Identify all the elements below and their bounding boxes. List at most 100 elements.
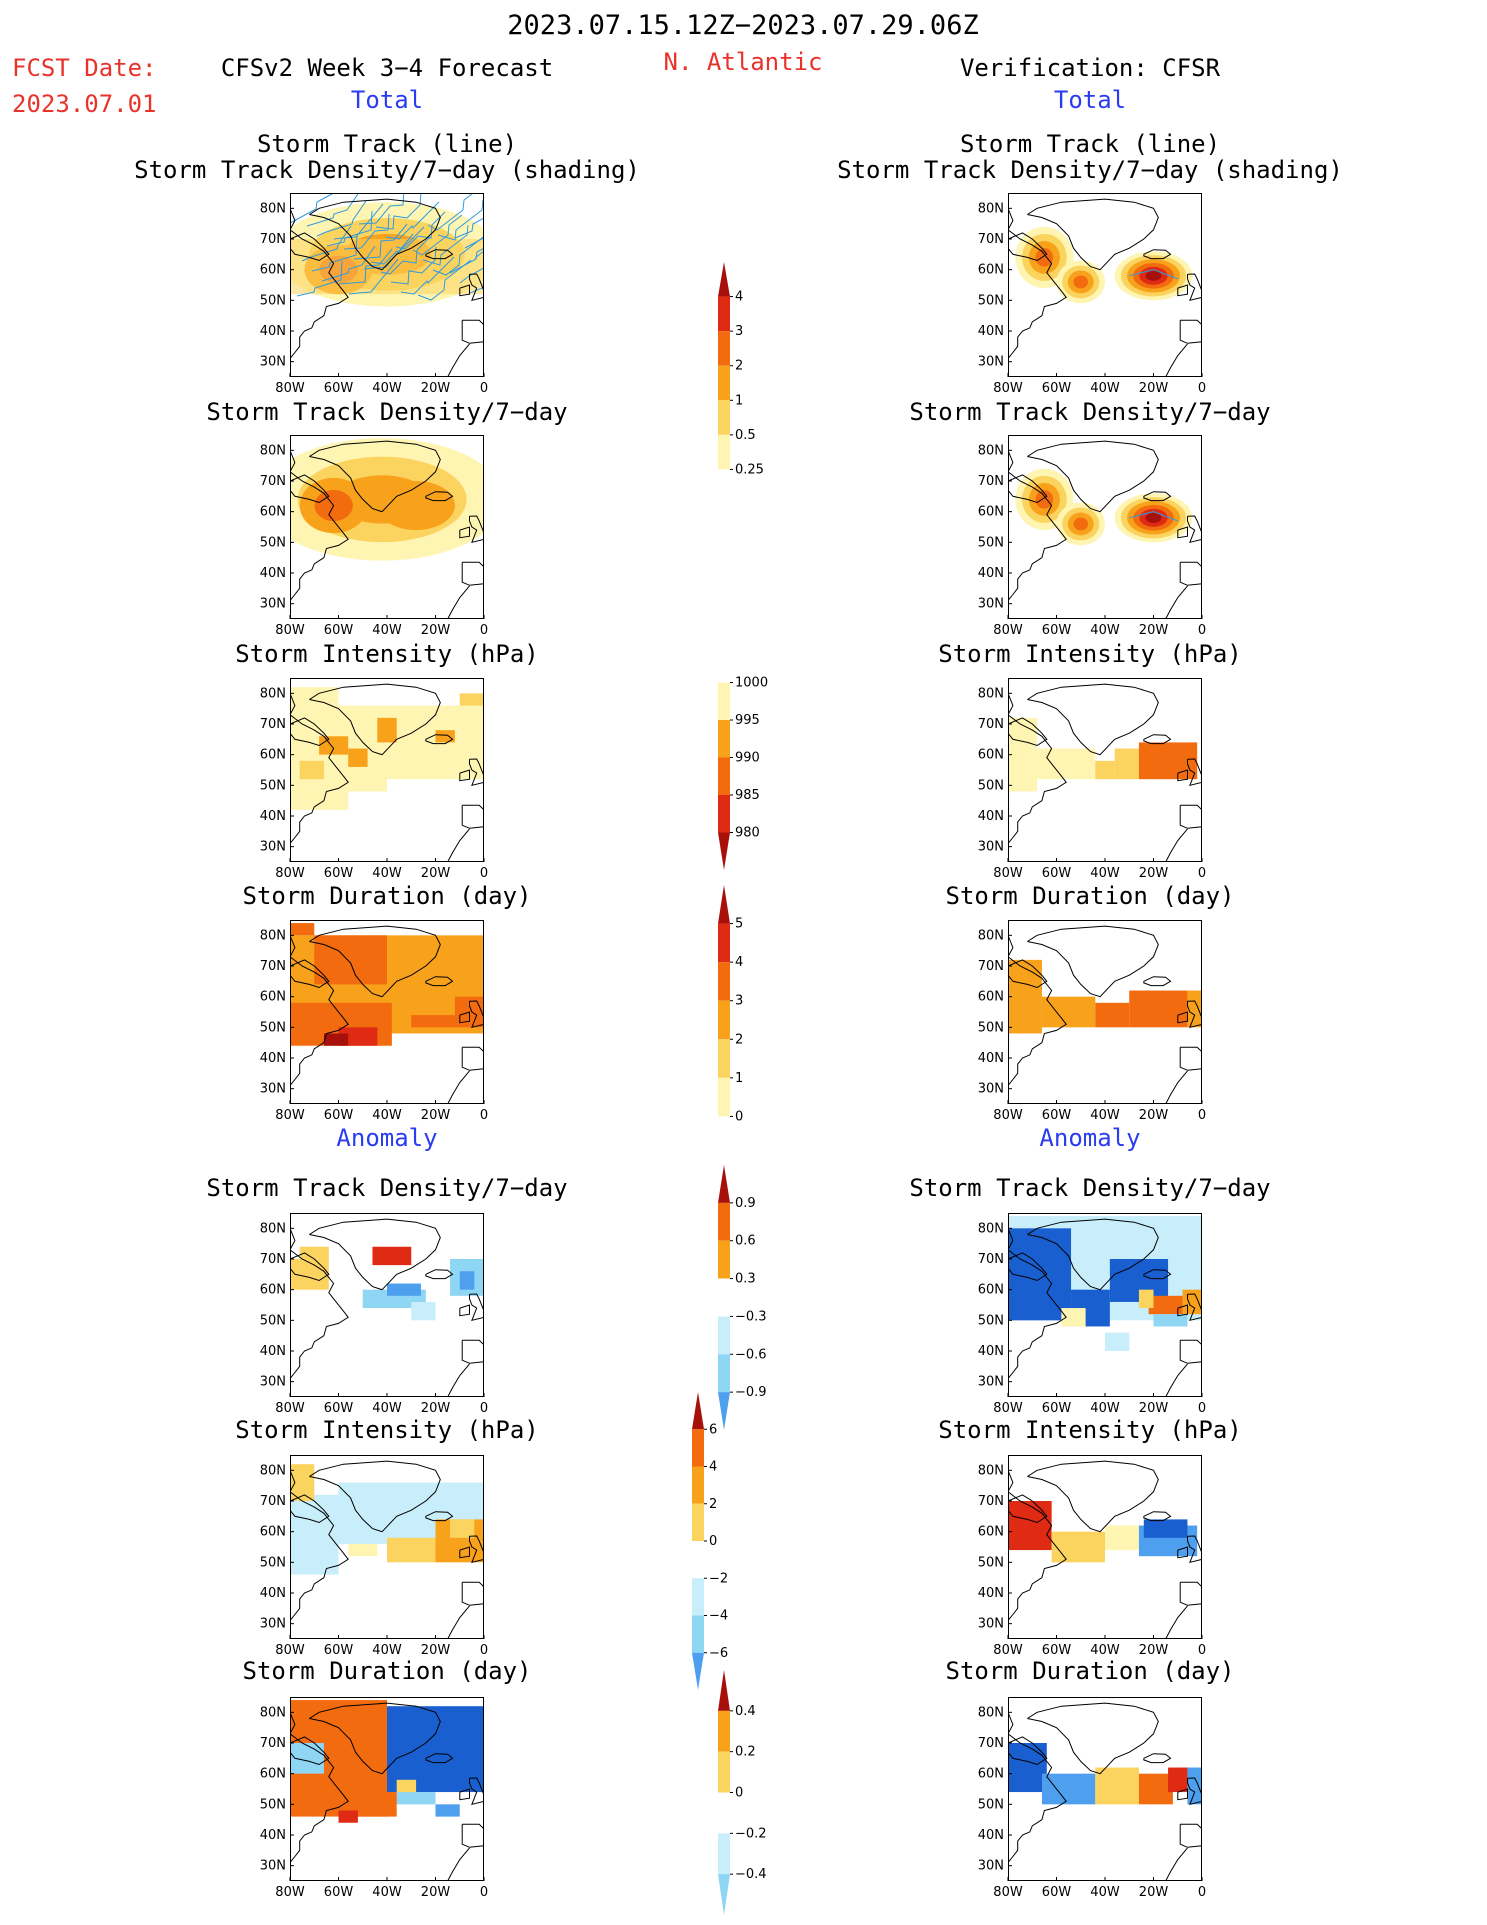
shading-layer [290,193,484,307]
lat-tick-label: 80N [260,1221,286,1236]
colorbar-duration-anomaly: 0.4 0.2 0 −0.2 −0.4 [718,1670,788,1917]
colorbar-segment [692,1392,704,1430]
lon-tick-label: 40W [372,1401,402,1416]
lon-tick-label: 40W [1090,1643,1120,1658]
lat-tick-label: 50N [978,1797,1004,1812]
lon-tick-label: 0 [1198,1643,1206,1658]
panel-title-intensity-anom-right: Storm Intensity (hPa) [938,1416,1242,1444]
lat-tick-label: 50N [260,1020,286,1035]
map-density-verification: 80N 70N 60N 50N 40N 30N 80W 60W 40W 20W 0 [978,435,1206,638]
colorbar-segment [718,885,730,924]
lat-tick-label: 60N [260,990,286,1005]
map-svg: 80N 70N 60N 50N 40N 30N 80W 60W 40W 20W 0 [260,1455,488,1658]
shading-layer [290,1246,484,1321]
lat-tick-label: 70N [260,1494,286,1509]
coastline-layer [1008,683,1202,862]
coastline-layer [1008,198,1202,377]
lon-tick-label: 40W [372,1643,402,1658]
lon-tick-label: 20W [1139,1643,1169,1658]
colorbar-segment [718,1000,730,1040]
map-duration-forecast: 80N 70N 60N 50N 40N 30N 80W 60W 40W 20W 0 [260,920,488,1123]
colorbar-segment [718,1077,730,1117]
colorbar-intensity-anomaly: 6 4 2 0 −2 −4 −6 [692,1392,762,1692]
panel-title-track-shading-left: Storm Track Density/7−day (shading) [134,156,640,184]
colorbar-segment [692,1578,704,1616]
map-svg: 80N 70N 60N 50N 40N 30N 80W 60W 40W 20W 0 [978,435,1206,638]
lat-tick-label: 40N [260,566,286,581]
lon-tick-label: 40W [372,866,402,881]
lon-tick-label: 20W [421,623,451,638]
lat-tick-label: 80N [978,1705,1004,1720]
shading-layer [290,1464,484,1575]
colorbar-label: 0 [735,1109,743,1124]
map-svg: 80N 70N 60N 50N 40N 30N 80W 60W 40W 20W 0 [978,678,1206,881]
colorbar-label: −4 [709,1609,728,1624]
lon-tick-label: 80W [275,866,305,881]
colorbar-label: 4 [709,1460,717,1475]
panel-title-duration-right: Storm Duration (day) [945,882,1235,910]
date-range-title: 2023.07.15.12Z−2023.07.29.06Z [507,10,979,41]
colorbar-segment [718,1202,730,1241]
lat-tick-label: 60N [978,1525,1004,1540]
shading-layer [1008,717,1198,792]
lat-tick-label: 30N [978,840,1004,855]
lat-tick-label: 50N [978,293,1004,308]
map-svg: 80N 70N 60N 50N 40N 30N 80W 60W 40W 20W 0 [260,435,488,638]
shading-layer [290,438,484,561]
lat-tick-label: 70N [260,959,286,974]
lon-tick-label: 60W [1042,381,1072,396]
lat-tick-label: 80N [260,928,286,943]
lat-tick-label: 40N [260,1344,286,1359]
lat-tick-label: 30N [260,1617,286,1632]
fcst-date-value: 2023.07.01 [12,90,157,118]
colorbar-segment [718,365,730,401]
lat-tick-label: 40N [978,566,1004,581]
colorbar-label: −0.4 [735,1867,767,1882]
panel-title-track-shading-right: Storm Track Density/7−day (shading) [837,156,1343,184]
map-svg: 80N 70N 60N 50N 40N 30N 80W 60W 40W 20W 0 [260,678,488,881]
lat-tick-label: 80N [260,1463,286,1478]
lat-tick-label: 40N [978,324,1004,339]
map-svg: 80N 70N 60N 50N 40N 30N 80W 60W 40W 20W 0 [978,1697,1206,1900]
map-svg: 80N 70N 60N 50N 40N 30N 80W 60W 40W 20W 0 [260,1213,488,1416]
colorbar-intensity-total: 1000 995 990 985 980 [718,645,788,872]
lat-tick-label: 50N [260,1797,286,1812]
colorbar-label: 985 [735,788,760,803]
lon-tick-label: 60W [1042,1108,1072,1123]
shading-layer [1015,468,1193,546]
lon-tick-label: 80W [993,381,1023,396]
coastline-layer [1008,1702,1202,1881]
shading-layer [1015,226,1193,304]
lat-tick-label: 70N [978,1736,1004,1751]
total-label-right: Total [1053,86,1127,114]
lon-tick-label: 80W [993,1108,1023,1123]
lat-tick-label: 30N [260,1859,286,1874]
lon-tick-label: 0 [480,1401,488,1416]
colorbar-segment [718,1670,730,1711]
colorbar-label: −2 [709,1571,728,1586]
colorbar-segment [692,1541,704,1579]
total-label-left: Total [350,86,424,114]
lat-tick-label: 30N [260,840,286,855]
lat-tick-label: 70N [978,1252,1004,1267]
lon-tick-label: 40W [372,381,402,396]
lat-tick-label: 80N [978,443,1004,458]
anomaly-label-left: Anomaly [336,1124,438,1152]
panel-title-intensity-left: Storm Intensity (hPa) [235,640,539,668]
lat-tick-label: 40N [260,1828,286,1843]
lat-tick-label: 80N [260,686,286,701]
lat-tick-label: 80N [978,1463,1004,1478]
colorbar-label: 0.6 [735,1234,756,1249]
colorbar-segment [718,1278,730,1317]
colorbar-segment [718,795,730,833]
lat-tick-label: 50N [978,778,1004,793]
colorbar-label: 4 [735,955,743,970]
lon-tick-label: 40W [1090,866,1120,881]
colorbar-label: 2 [735,1032,743,1047]
colorbar-segment [692,1652,704,1690]
lat-tick-label: 70N [978,474,1004,489]
colorbar-segment [718,720,730,758]
colorbar-label: 0.25 [735,462,764,477]
lat-tick-label: 40N [978,1828,1004,1843]
coastline-layer [1008,1218,1202,1397]
